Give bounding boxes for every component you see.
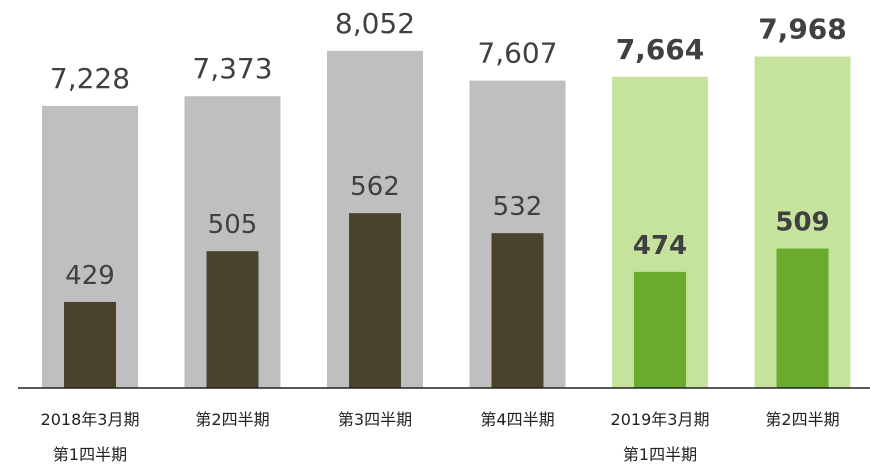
profit-bar: [349, 213, 401, 388]
value-label: 7,607: [477, 37, 557, 70]
x-tick-label: 第4四半期: [480, 410, 555, 429]
value-label: 7,968: [758, 12, 847, 45]
x-tick-label: 2018年3月期 第1四半期: [40, 410, 140, 464]
value-label: 8,052: [335, 7, 415, 40]
value-label: 7,228: [50, 62, 130, 95]
x-tick-label: 第2四半期: [195, 410, 270, 429]
profit-bar: [634, 271, 686, 388]
value-label: 7,664: [616, 33, 705, 66]
x-tick-label: 第3四半期: [337, 410, 413, 429]
x-tick-label: 2019年3月期 第1四半期: [610, 410, 710, 464]
value-label: 509: [775, 208, 829, 238]
profit-bar: [776, 248, 829, 388]
profit-bar: [206, 251, 259, 388]
value-label: 474: [633, 231, 687, 261]
value-label: 562: [350, 172, 400, 202]
value-label: 7,373: [192, 52, 272, 85]
x-tick-label: 第2四半期: [765, 410, 840, 429]
profit-bar: [491, 233, 544, 388]
value-label: 505: [208, 210, 258, 240]
value-label: 429: [65, 261, 115, 291]
value-label: 532: [493, 192, 543, 222]
profit-bar: [64, 301, 116, 388]
